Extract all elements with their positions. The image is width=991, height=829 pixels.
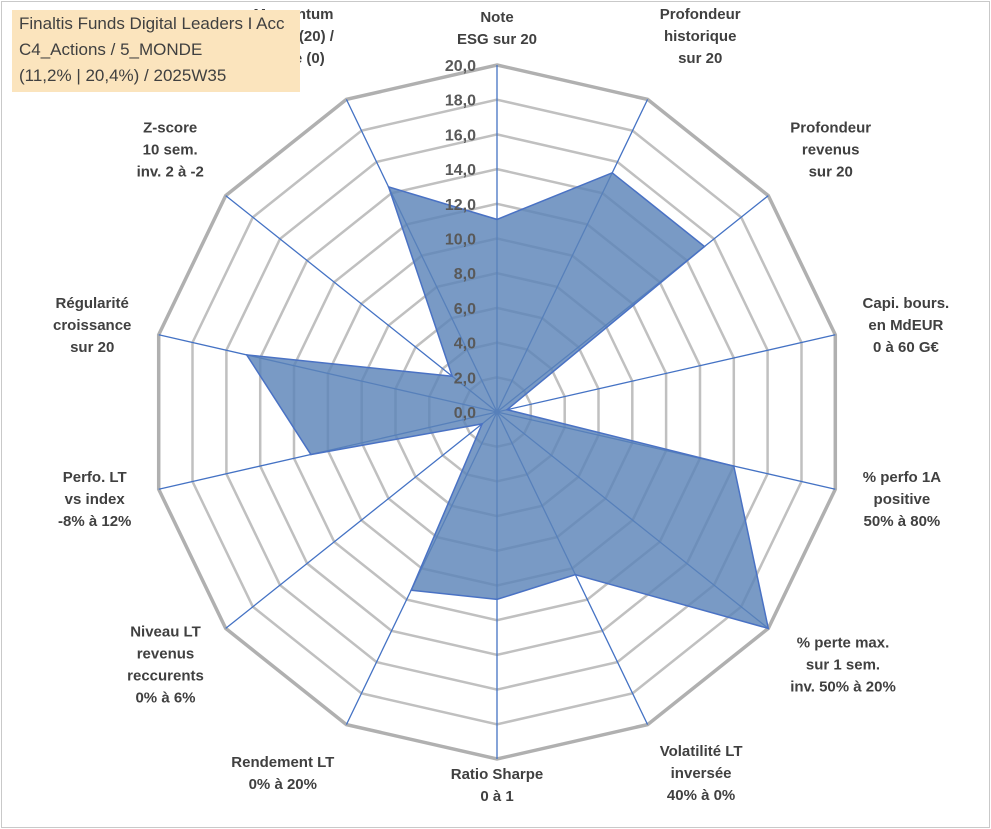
tick-label: 20,0 <box>445 58 476 75</box>
tick-label: 6,0 <box>454 301 476 318</box>
axis-label-line: 0 à 60 G€ <box>873 339 940 356</box>
axis-label-line: inversée <box>671 765 732 782</box>
data-point <box>410 589 413 591</box>
tick-label: 0,0 <box>454 405 476 422</box>
axis-label: Profondeur revenus sur 20 <box>790 120 871 181</box>
axis-label-line: Perfo. LT <box>63 469 127 486</box>
axis-label-line: sur 20 <box>70 339 114 356</box>
axis-label-line: Profondeur <box>790 120 871 137</box>
radar-tick-labels: 0,0 2,0 4,0 6,0 8,0 10,0 12,0 14,0 16,0 18,0 20,0 <box>445 58 476 422</box>
axis-label: % perfo 1A positive 50% à 80% <box>863 469 942 530</box>
axis-label-line: revenus <box>802 142 860 159</box>
axis-label: Note ESG sur 20 <box>457 9 537 48</box>
axis-label: Capi. bours. en MdEUR 0 à 60 G€ <box>863 295 950 356</box>
axis-label-line: Profondeur <box>660 6 741 23</box>
axis-label: Ratio Sharpe 0 à 1 <box>451 766 544 805</box>
axis-label: Régularité croissance sur 20 <box>53 295 131 356</box>
axis-label-line: reccurents <box>127 667 204 684</box>
data-point <box>451 375 454 378</box>
axis-label-line: historique <box>664 28 737 45</box>
series-area <box>245 171 770 630</box>
fund-stats: (11,2% | 20,4%) / 2025W35 <box>19 66 227 85</box>
axis-label-line: 0 à 1 <box>480 788 513 805</box>
data-point <box>387 186 390 188</box>
axis-label-line: 0% à 6% <box>135 689 195 706</box>
axis-label-line: Z-score <box>143 120 197 137</box>
axis-label-line: % perfo 1A <box>863 469 942 486</box>
axis-label-line: Volatilité LT <box>660 743 743 760</box>
axis-label: Niveau LT revenus reccurents 0% à 6% <box>127 623 204 706</box>
tick-label: 16,0 <box>445 127 476 144</box>
axis-label-line: % perte max. <box>797 634 890 651</box>
axis-label-line: vs index <box>65 491 126 508</box>
axis-label-line: sur 20 <box>678 50 722 67</box>
axis-label-line: Rendement LT <box>231 754 334 771</box>
data-point <box>245 354 248 356</box>
data-point <box>310 453 312 456</box>
axis-label: Profondeur historique sur 20 <box>660 6 741 67</box>
axis-label-line: sur 20 <box>809 164 853 181</box>
axis-label-line: 40% à 0% <box>667 787 735 804</box>
fund-info-box: Finaltis Funds Digital Leaders I Acc C4_… <box>12 10 300 92</box>
data-point <box>611 172 613 174</box>
fund-name: Finaltis Funds Digital Leaders I Acc <box>19 14 285 33</box>
axis-label-line: Capi. bours. <box>863 295 950 312</box>
data-point <box>506 408 508 411</box>
tick-label: 8,0 <box>454 266 476 283</box>
axis-spoke <box>496 334 836 413</box>
tick-label: 10,0 <box>445 232 476 249</box>
radar-axis-labels: Note ESG sur 20 Profondeur historique sur 20… <box>53 6 949 805</box>
axis-label-line: positive <box>874 491 931 508</box>
tick-label: 14,0 <box>445 162 476 179</box>
axis-label-line: inv. 2 à -2 <box>137 164 204 181</box>
data-point <box>481 423 483 425</box>
axis-label-line: -8% à 12% <box>58 513 131 530</box>
axis-label-line: Régularité <box>56 295 129 312</box>
axis-label: Perfo. LT vs index -8% à 12% <box>58 469 131 530</box>
tick-label: 18,0 <box>445 93 476 110</box>
axis-label-line: revenus <box>137 645 195 662</box>
axis-label-line: Note <box>480 9 513 26</box>
axis-label-line: croissance <box>53 317 131 334</box>
axis-label: Volatilité LT inversée 40% à 0% <box>660 743 743 804</box>
axis-label-line: Ratio Sharpe <box>451 766 544 783</box>
axis-label-line: en MdEUR <box>868 317 943 334</box>
tick-label: 12,0 <box>445 197 476 214</box>
data-point <box>703 245 706 248</box>
data-point <box>574 573 577 576</box>
axis-label: % perte max. sur 1 sem. inv. 50% à 20% <box>790 634 896 695</box>
axis-label-line: Niveau LT <box>130 623 201 640</box>
tick-label: 2,0 <box>454 370 476 387</box>
axis-label: Rendement LT 0% à 20% <box>231 754 334 793</box>
tick-label: 4,0 <box>454 336 476 353</box>
fund-category: C4_Actions / 5_MONDE <box>19 40 203 59</box>
data-point <box>496 218 498 221</box>
axis-label: Z-score 10 sem. inv. 2 à -2 <box>137 120 204 181</box>
axis-label-line: 10 sem. <box>143 142 198 159</box>
axis-label-line: 0% à 20% <box>249 776 317 793</box>
data-point <box>767 627 770 630</box>
axis-label-line: ESG sur 20 <box>457 31 537 48</box>
data-point <box>733 465 735 467</box>
axis-label-line: 50% à 80% <box>864 513 941 530</box>
data-point <box>496 598 498 601</box>
axis-spoke <box>225 411 498 629</box>
radar-series <box>245 171 770 630</box>
axis-label-line: sur 1 sem. <box>806 656 880 673</box>
axis-label-line: inv. 50% à 20% <box>790 678 896 695</box>
